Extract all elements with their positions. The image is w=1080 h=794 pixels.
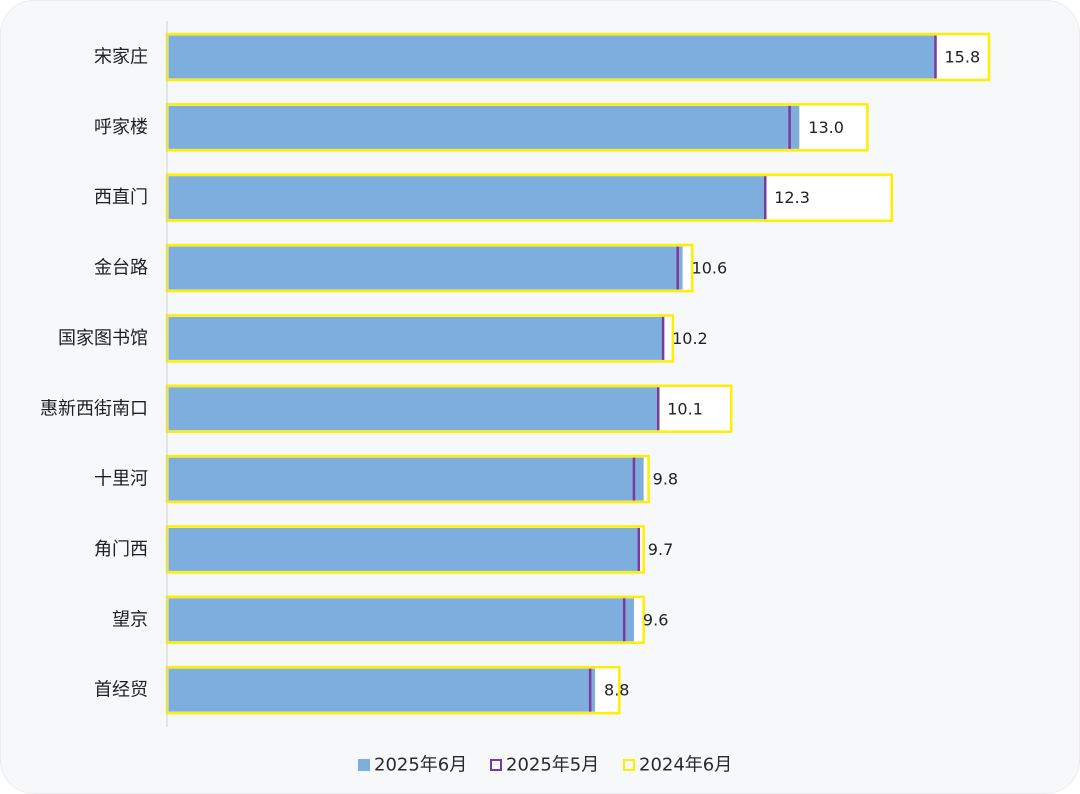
legend-swatch-2024-06 — [623, 759, 635, 771]
legend-swatch-2025-06 — [358, 759, 370, 771]
legend-label: 2025年5月 — [506, 755, 599, 776]
category-label: 西直门 — [94, 187, 148, 208]
category-label: 呼家楼 — [94, 117, 148, 138]
bar-2025-06 — [168, 105, 800, 149]
bar-2025-06 — [168, 316, 664, 360]
category-label: 角门西 — [94, 539, 148, 560]
data-label: 8.8 — [604, 681, 629, 700]
bar-2025-06 — [168, 598, 634, 642]
legend-swatch-2025-05 — [490, 759, 502, 771]
data-label: 10.2 — [672, 329, 708, 348]
category-label: 国家图书馆 — [58, 328, 148, 349]
data-label: 13.0 — [808, 118, 844, 137]
bar-2025-06 — [168, 457, 644, 501]
legend-label: 2024年6月 — [639, 755, 732, 776]
legend-label: 2025年6月 — [374, 755, 467, 776]
category-label: 十里河 — [94, 469, 148, 490]
category-label: 金台路 — [94, 258, 148, 279]
category-label: 望京 — [112, 609, 148, 630]
bar-2025-06 — [168, 527, 639, 571]
data-label: 10.1 — [667, 399, 703, 418]
data-label: 9.8 — [653, 470, 678, 489]
data-label: 12.3 — [774, 188, 810, 207]
data-label: 9.7 — [648, 540, 673, 559]
category-label: 宋家庄 — [94, 47, 148, 68]
bar-2025-06 — [168, 35, 936, 79]
data-label: 15.8 — [945, 48, 981, 67]
data-label: 10.6 — [692, 259, 728, 278]
data-label: 9.6 — [643, 610, 668, 629]
category-label: 首经贸 — [94, 680, 148, 701]
bar-2025-06 — [168, 246, 683, 290]
bar-2025-06 — [168, 387, 659, 431]
bar-2025-06 — [168, 668, 596, 712]
category-label: 惠新西街南口 — [40, 398, 148, 419]
bar-2025-06 — [168, 176, 766, 220]
